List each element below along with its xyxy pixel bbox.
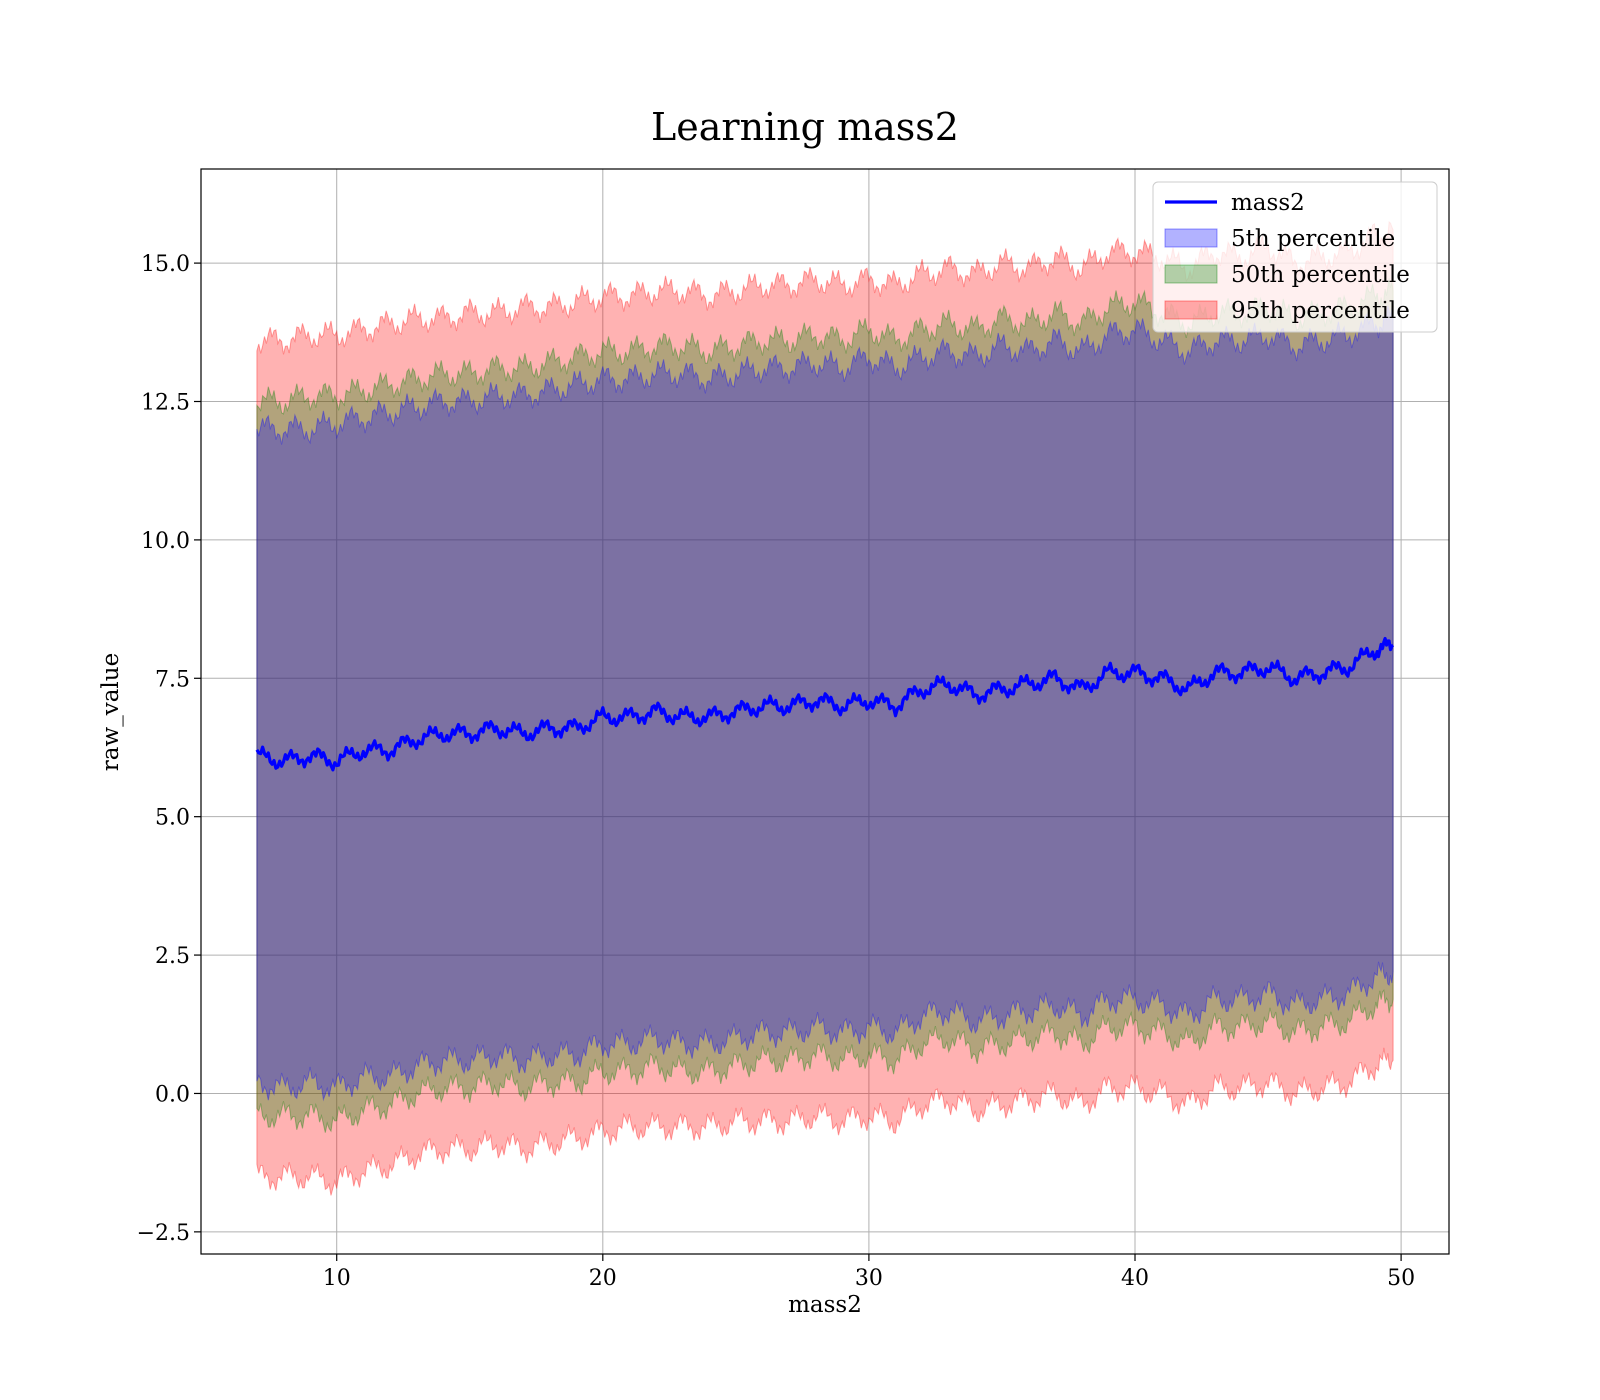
y-tick-label: 2.5	[155, 944, 190, 969]
plot-frame	[200, 168, 1450, 1255]
y-axis-ticks: −2.5 0.0 2.5 5.0 7.5 10.0 12.5 15.0	[137, 252, 201, 1246]
legend-swatch	[1164, 228, 1218, 248]
legend-box	[1152, 181, 1438, 333]
y-tick-label: 15.0	[141, 252, 190, 277]
legend-label: 5th percentile	[1231, 226, 1395, 252]
x-tick-label: 10	[323, 1266, 351, 1291]
series-line-mass2	[255, 636, 1395, 772]
percentile-bands	[256, 220, 1394, 1196]
legend-label: 50th percentile	[1231, 262, 1410, 288]
x-tick-label: 40	[1121, 1266, 1149, 1291]
x-axis-ticks: 10 20 30 40 50	[323, 1254, 1415, 1291]
band-5th-percentile	[256, 305, 1394, 1102]
series-lines	[255, 636, 1395, 772]
band-50th-percentile	[256, 278, 1394, 1133]
x-axis-label: mass2	[788, 1292, 862, 1318]
y-tick-label: −2.5	[137, 1221, 190, 1246]
legend-label: mass2	[1231, 190, 1305, 216]
y-tick-label: 5.0	[155, 806, 190, 831]
chart-title: Learning mass2	[651, 105, 959, 149]
legend-swatch	[1164, 264, 1218, 284]
y-tick-label: 12.5	[141, 391, 190, 416]
legend-swatch	[1164, 300, 1218, 320]
y-tick-label: 0.0	[155, 1082, 190, 1107]
x-tick-label: 30	[855, 1266, 883, 1291]
x-tick-label: 20	[589, 1266, 617, 1291]
y-tick-label: 7.5	[155, 667, 190, 692]
y-axis-label: raw_value	[98, 653, 124, 771]
x-tick-label: 50	[1387, 1266, 1415, 1291]
y-tick-label: 10.0	[141, 529, 190, 554]
legend: mass2 5th percentile 50th percentile 95th p…	[1152, 181, 1438, 333]
legend-label: 95th percentile	[1231, 298, 1410, 324]
band-95th-percentile	[256, 220, 1394, 1196]
